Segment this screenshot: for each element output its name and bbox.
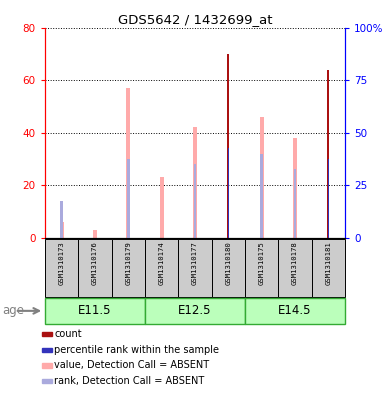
Bar	[193, 127, 197, 238]
Text: GSM1310175: GSM1310175	[259, 241, 265, 285]
Bar	[145, 239, 178, 297]
Bar	[178, 239, 212, 297]
Bar	[126, 88, 130, 238]
Bar	[294, 169, 296, 238]
Text: GSM1310181: GSM1310181	[326, 241, 332, 285]
Text: GSM1310180: GSM1310180	[225, 241, 231, 285]
Text: E11.5: E11.5	[78, 304, 112, 318]
Bar	[42, 379, 52, 383]
Bar	[42, 364, 52, 367]
Text: value, Detection Call = ABSENT: value, Detection Call = ABSENT	[54, 360, 209, 371]
Text: rank, Detection Call = ABSENT: rank, Detection Call = ABSENT	[54, 376, 204, 386]
Bar	[60, 201, 63, 238]
Title: GDS5642 / 1432699_at: GDS5642 / 1432699_at	[118, 13, 272, 26]
Bar	[78, 239, 112, 297]
Bar	[112, 239, 145, 297]
Text: GSM1310178: GSM1310178	[292, 241, 298, 285]
Text: E14.5: E14.5	[278, 304, 312, 318]
Bar	[293, 138, 297, 238]
Bar	[278, 239, 312, 297]
Text: GSM1310174: GSM1310174	[159, 241, 165, 285]
Bar	[227, 54, 229, 238]
Bar	[45, 239, 78, 297]
Bar	[45, 298, 145, 324]
Bar	[328, 70, 330, 238]
Bar	[245, 239, 278, 297]
Text: GSM1310177: GSM1310177	[192, 241, 198, 285]
Text: E12.5: E12.5	[178, 304, 212, 318]
Text: age: age	[2, 304, 24, 318]
Bar	[93, 230, 97, 238]
Bar	[42, 332, 52, 336]
Text: GSM1310176: GSM1310176	[92, 241, 98, 285]
Bar	[145, 298, 245, 324]
Text: GSM1310173: GSM1310173	[58, 241, 64, 285]
Bar	[194, 164, 196, 238]
Text: count: count	[54, 329, 82, 339]
Bar	[261, 154, 263, 238]
Bar	[328, 159, 329, 238]
Text: percentile rank within the sample: percentile rank within the sample	[54, 345, 219, 355]
Bar	[312, 239, 345, 297]
Bar	[212, 239, 245, 297]
Text: GSM1310179: GSM1310179	[125, 241, 131, 285]
Bar	[60, 222, 64, 238]
Bar	[260, 117, 264, 238]
Bar	[228, 149, 229, 238]
Bar	[127, 159, 129, 238]
Bar	[160, 177, 164, 238]
Bar	[245, 298, 345, 324]
Bar	[42, 348, 52, 352]
